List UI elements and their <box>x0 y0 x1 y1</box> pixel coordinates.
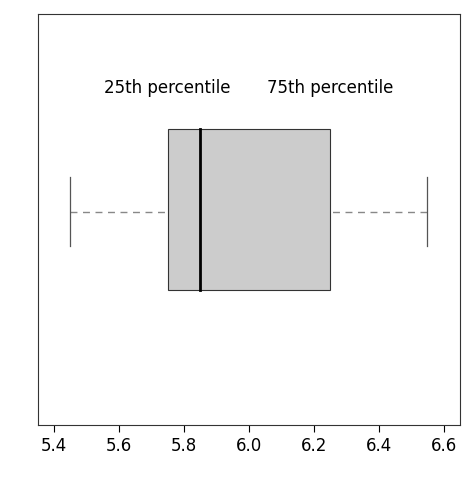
Text: 25th percentile: 25th percentile <box>104 79 231 97</box>
Text: 75th percentile: 75th percentile <box>267 79 393 97</box>
Bar <box>168 129 330 289</box>
